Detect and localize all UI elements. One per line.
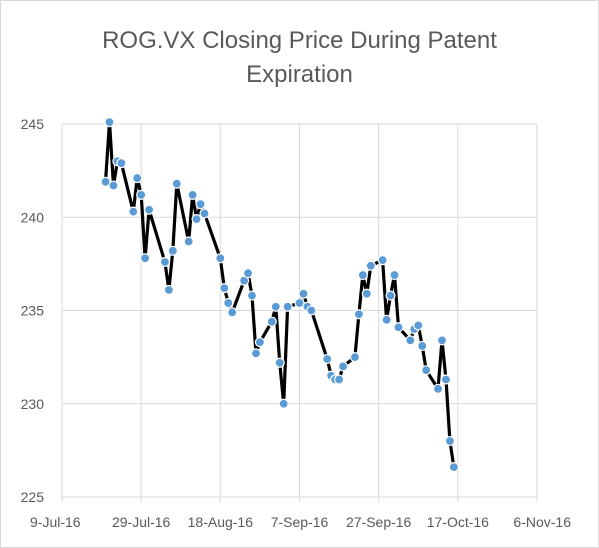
data-point xyxy=(298,288,309,299)
data-point xyxy=(116,158,127,169)
data-point xyxy=(436,335,448,346)
data-point xyxy=(199,208,210,219)
x-tick-label: 6-Nov-16 xyxy=(513,514,571,530)
data-point xyxy=(254,337,266,348)
data-point xyxy=(377,255,388,266)
data-point xyxy=(448,462,459,473)
data-point xyxy=(337,361,349,372)
data-point xyxy=(223,297,234,309)
data-point xyxy=(108,180,119,191)
data-point xyxy=(167,245,178,256)
data-point xyxy=(132,172,143,184)
data-point xyxy=(365,260,376,271)
data-point xyxy=(266,316,277,327)
data-point xyxy=(421,365,432,376)
x-axis: 9-Jul-16 29-Jul-16 18-Aug-16 7-Sep-16 27-Sep… xyxy=(30,514,571,530)
series-closing-price xyxy=(100,117,459,473)
data-point xyxy=(278,398,289,409)
data-point xyxy=(128,206,139,217)
data-point xyxy=(219,283,230,294)
data-point xyxy=(143,204,155,215)
data-point xyxy=(195,199,206,210)
data-point xyxy=(282,301,293,312)
data-point xyxy=(242,268,254,279)
data-point xyxy=(274,357,285,368)
data-point xyxy=(136,189,147,200)
data-point xyxy=(159,256,171,268)
data-point xyxy=(432,383,444,394)
series-line xyxy=(103,120,456,468)
data-point xyxy=(171,178,182,189)
data-point xyxy=(417,340,428,352)
data-point xyxy=(381,314,392,325)
x-tick-label: 7-Sep-16 xyxy=(271,514,329,530)
data-point xyxy=(333,374,345,385)
data-point xyxy=(357,269,368,281)
data-point xyxy=(353,309,364,320)
data-point xyxy=(306,305,317,316)
data-point xyxy=(191,214,202,225)
data-point xyxy=(349,352,361,363)
data-point xyxy=(270,301,281,312)
data-point xyxy=(322,353,333,365)
data-point xyxy=(393,322,404,333)
data-point xyxy=(385,290,396,301)
data-point xyxy=(104,117,115,128)
x-tick-label: 9-Jul-16 xyxy=(30,514,81,530)
data-point xyxy=(215,253,226,264)
data-point xyxy=(183,236,194,247)
chart-title-line-2: Expiration xyxy=(246,61,353,88)
data-point xyxy=(163,284,174,296)
x-tick-label: 18-Aug-16 xyxy=(188,514,254,530)
chart-title-line-1: ROG.VX Closing Price During Patent xyxy=(102,27,497,54)
data-point xyxy=(444,435,456,447)
chart-title: ROG.VX Closing Price During Patent Expir… xyxy=(0,24,599,92)
y-tick-label: 245 xyxy=(21,116,45,132)
x-tick-label: 29-Jul-16 xyxy=(112,514,171,530)
data-point xyxy=(389,269,400,281)
data-point xyxy=(246,290,258,301)
data-point xyxy=(405,335,416,346)
data-point xyxy=(140,253,151,264)
x-tick-label: 27-Sep-16 xyxy=(346,514,412,530)
data-point xyxy=(440,374,452,385)
x-tick-label: 17-Oct-16 xyxy=(427,514,489,530)
data-point xyxy=(187,189,198,200)
y-tick-label: 230 xyxy=(21,396,45,412)
data-point xyxy=(250,348,262,359)
y-tick-label: 225 xyxy=(21,489,45,505)
data-point xyxy=(227,307,238,318)
data-point xyxy=(413,320,424,331)
y-axis: 225 230 235 240 245 xyxy=(21,116,45,505)
y-tick-label: 240 xyxy=(21,209,45,225)
y-tick-label: 235 xyxy=(21,303,45,319)
data-point xyxy=(361,288,372,299)
